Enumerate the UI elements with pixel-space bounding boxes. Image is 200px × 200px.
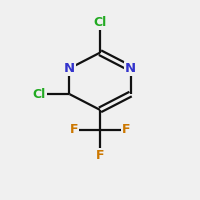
Text: Cl: Cl <box>93 16 107 29</box>
Text: N: N <box>125 62 136 75</box>
Text: N: N <box>64 62 75 75</box>
Text: F: F <box>96 149 104 162</box>
Text: F: F <box>122 123 130 136</box>
Text: Cl: Cl <box>33 88 46 101</box>
Text: F: F <box>70 123 78 136</box>
